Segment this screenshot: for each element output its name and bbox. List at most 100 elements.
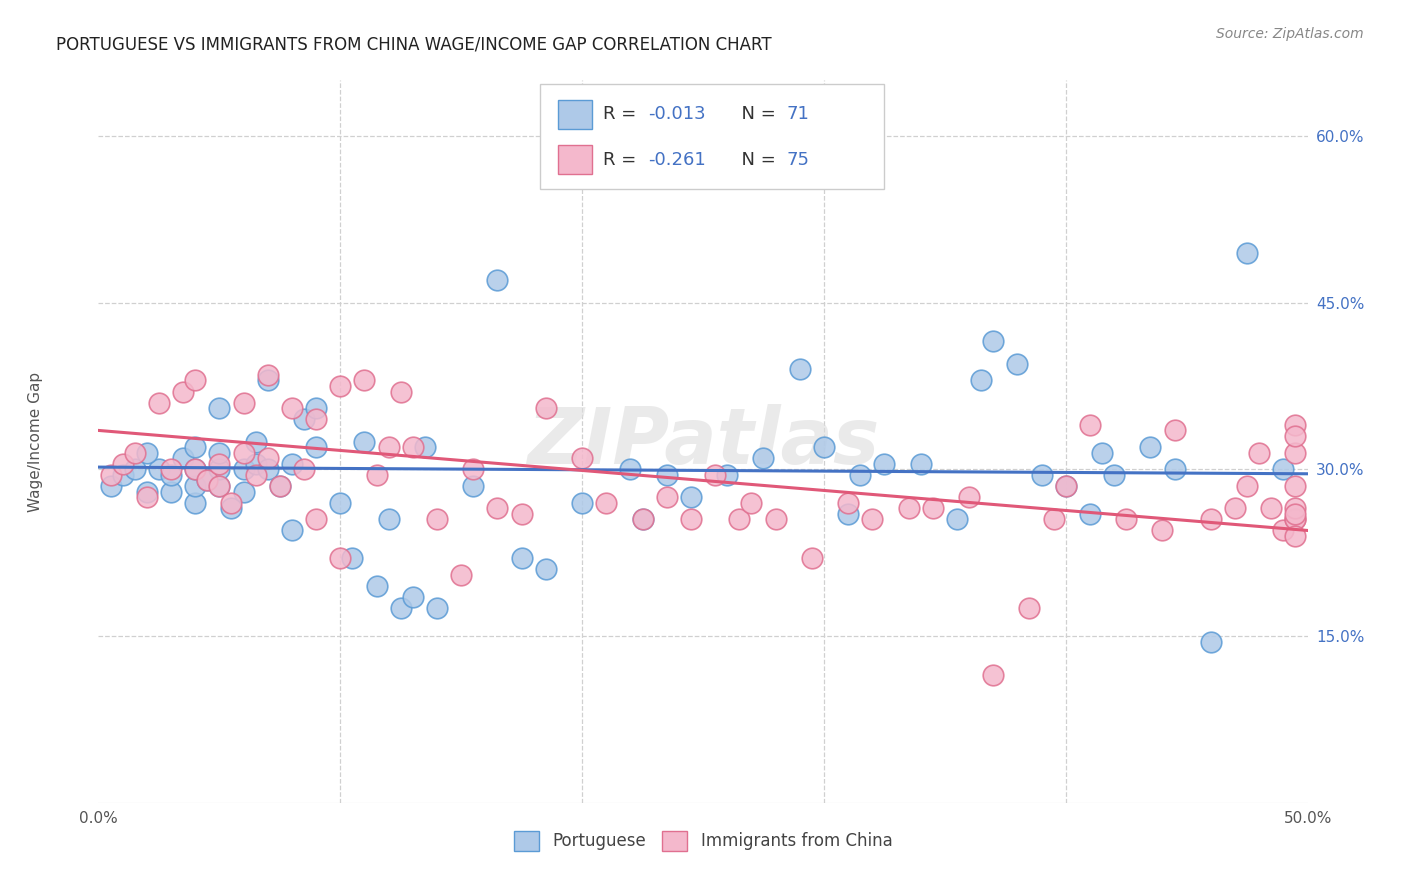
Point bbox=[208, 445, 231, 459]
Point bbox=[1091, 445, 1114, 459]
Point bbox=[208, 479, 231, 493]
Point bbox=[655, 490, 678, 504]
Point bbox=[1284, 512, 1306, 526]
Point bbox=[329, 379, 352, 393]
Point bbox=[1199, 634, 1222, 648]
Point bbox=[800, 551, 823, 566]
Point bbox=[631, 512, 654, 526]
Point bbox=[1284, 512, 1306, 526]
Point bbox=[426, 601, 449, 615]
Point bbox=[765, 512, 787, 526]
Point bbox=[256, 462, 278, 476]
Text: N =: N = bbox=[730, 105, 782, 123]
Point bbox=[716, 467, 738, 482]
Point bbox=[837, 507, 859, 521]
Point bbox=[1018, 601, 1040, 615]
Point bbox=[486, 273, 509, 287]
Point bbox=[1054, 479, 1077, 493]
Point bbox=[1031, 467, 1053, 482]
Point bbox=[921, 501, 943, 516]
Point bbox=[232, 484, 254, 499]
Point bbox=[305, 512, 328, 526]
Point bbox=[1163, 462, 1185, 476]
Point bbox=[172, 384, 194, 399]
Point bbox=[1223, 501, 1246, 516]
Point bbox=[366, 467, 388, 482]
Point bbox=[135, 490, 157, 504]
Bar bbox=[558, 100, 592, 128]
Text: ZIPatlas: ZIPatlas bbox=[527, 403, 879, 480]
Point bbox=[873, 457, 896, 471]
Point bbox=[232, 462, 254, 476]
Point bbox=[1163, 424, 1185, 438]
Point bbox=[269, 479, 291, 493]
Point bbox=[860, 512, 883, 526]
Point bbox=[849, 467, 872, 482]
Point bbox=[981, 334, 1004, 349]
FancyBboxPatch shape bbox=[540, 84, 884, 189]
Point bbox=[353, 434, 375, 449]
Text: R =: R = bbox=[603, 151, 641, 169]
Point bbox=[389, 384, 412, 399]
Point bbox=[789, 362, 811, 376]
Point bbox=[221, 496, 243, 510]
Point bbox=[184, 373, 207, 387]
Point bbox=[184, 462, 207, 476]
Point bbox=[704, 467, 727, 482]
Point bbox=[292, 462, 315, 476]
Point bbox=[1042, 512, 1064, 526]
Point bbox=[1284, 417, 1306, 432]
Point bbox=[1284, 479, 1306, 493]
Point bbox=[208, 401, 231, 416]
Point bbox=[897, 501, 920, 516]
Point bbox=[981, 668, 1004, 682]
Point bbox=[256, 373, 278, 387]
Point bbox=[208, 479, 231, 493]
Point bbox=[1284, 429, 1306, 443]
Point bbox=[1139, 440, 1161, 454]
Point bbox=[1199, 512, 1222, 526]
Point bbox=[1284, 445, 1306, 459]
Point bbox=[1102, 467, 1125, 482]
Point bbox=[1272, 462, 1295, 476]
Point bbox=[111, 457, 134, 471]
Point bbox=[377, 512, 399, 526]
Point bbox=[426, 512, 449, 526]
Point bbox=[148, 395, 170, 409]
Y-axis label: Wage/Income Gap: Wage/Income Gap bbox=[28, 371, 42, 512]
Point bbox=[813, 440, 835, 454]
Point bbox=[679, 490, 702, 504]
Point bbox=[256, 368, 278, 382]
Point bbox=[534, 401, 557, 416]
Text: N =: N = bbox=[730, 151, 782, 169]
Point bbox=[160, 462, 183, 476]
Point bbox=[595, 496, 617, 510]
Point bbox=[124, 462, 146, 476]
Point bbox=[232, 445, 254, 459]
Point bbox=[910, 457, 932, 471]
Point bbox=[957, 490, 980, 504]
Point bbox=[728, 512, 751, 526]
Point bbox=[329, 496, 352, 510]
Text: 71: 71 bbox=[786, 105, 810, 123]
Point bbox=[655, 467, 678, 482]
Point bbox=[305, 440, 328, 454]
Point bbox=[1236, 245, 1258, 260]
Point bbox=[402, 590, 425, 604]
Text: R =: R = bbox=[603, 105, 641, 123]
Point bbox=[281, 457, 304, 471]
Point bbox=[571, 496, 593, 510]
Point bbox=[413, 440, 436, 454]
Point bbox=[305, 412, 328, 426]
Point bbox=[172, 451, 194, 466]
Point bbox=[160, 467, 183, 482]
Point bbox=[124, 445, 146, 459]
Point bbox=[740, 496, 762, 510]
Text: PORTUGUESE VS IMMIGRANTS FROM CHINA WAGE/INCOME GAP CORRELATION CHART: PORTUGUESE VS IMMIGRANTS FROM CHINA WAGE… bbox=[56, 36, 772, 54]
Point bbox=[195, 474, 218, 488]
Point bbox=[1272, 524, 1295, 538]
Point bbox=[135, 484, 157, 499]
Point bbox=[837, 496, 859, 510]
Point bbox=[245, 457, 267, 471]
Bar bbox=[558, 145, 592, 174]
